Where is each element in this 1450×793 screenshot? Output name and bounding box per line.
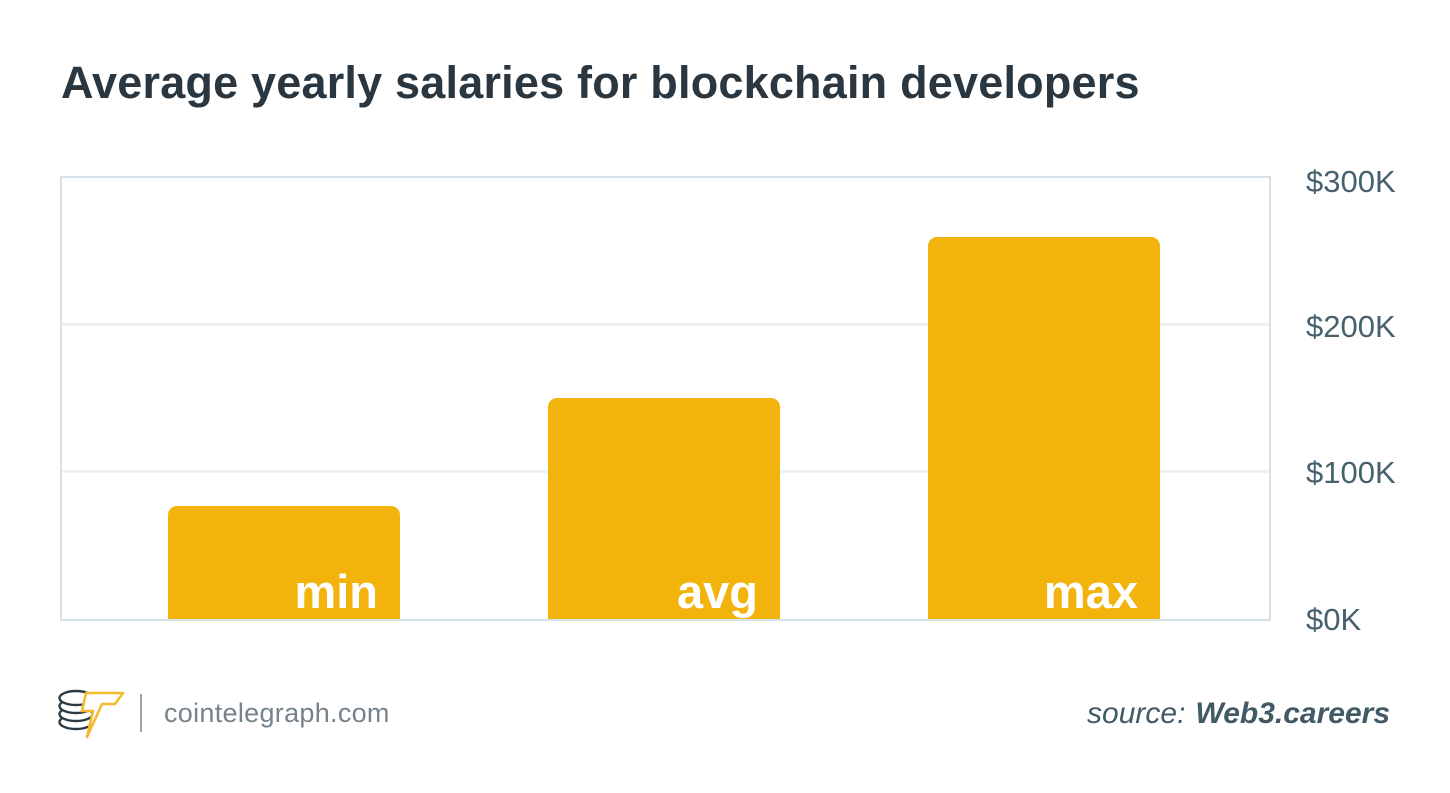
y-tick-100k: $100K (1306, 455, 1396, 490)
y-tick-0k: $0K (1306, 602, 1362, 637)
bar-max: max (928, 237, 1160, 619)
page-title: Average yearly salaries for blockchain d… (61, 57, 1140, 108)
cointelegraph-logo-icon (58, 689, 125, 739)
footer-brand: cointelegraph.com (52, 684, 390, 742)
bar-label-min: min (294, 565, 378, 618)
y-tick-300k: $300K (1306, 164, 1396, 199)
bar-min: min (168, 506, 400, 619)
source-prefix: source: (1087, 697, 1186, 730)
chart-plot-area: min avg max (60, 176, 1271, 621)
y-tick-200k: $200K (1306, 309, 1396, 344)
gridline-200k (62, 323, 1269, 326)
bar-label-max: max (1043, 565, 1138, 618)
brand-url: cointelegraph.com (164, 697, 390, 728)
bar-avg: avg (548, 398, 780, 619)
source-name: Web3.careers (1195, 697, 1390, 730)
bar-label-avg: avg (677, 565, 758, 618)
source-attribution: source: Web3.careers (1087, 697, 1390, 731)
footer-divider (140, 694, 142, 732)
